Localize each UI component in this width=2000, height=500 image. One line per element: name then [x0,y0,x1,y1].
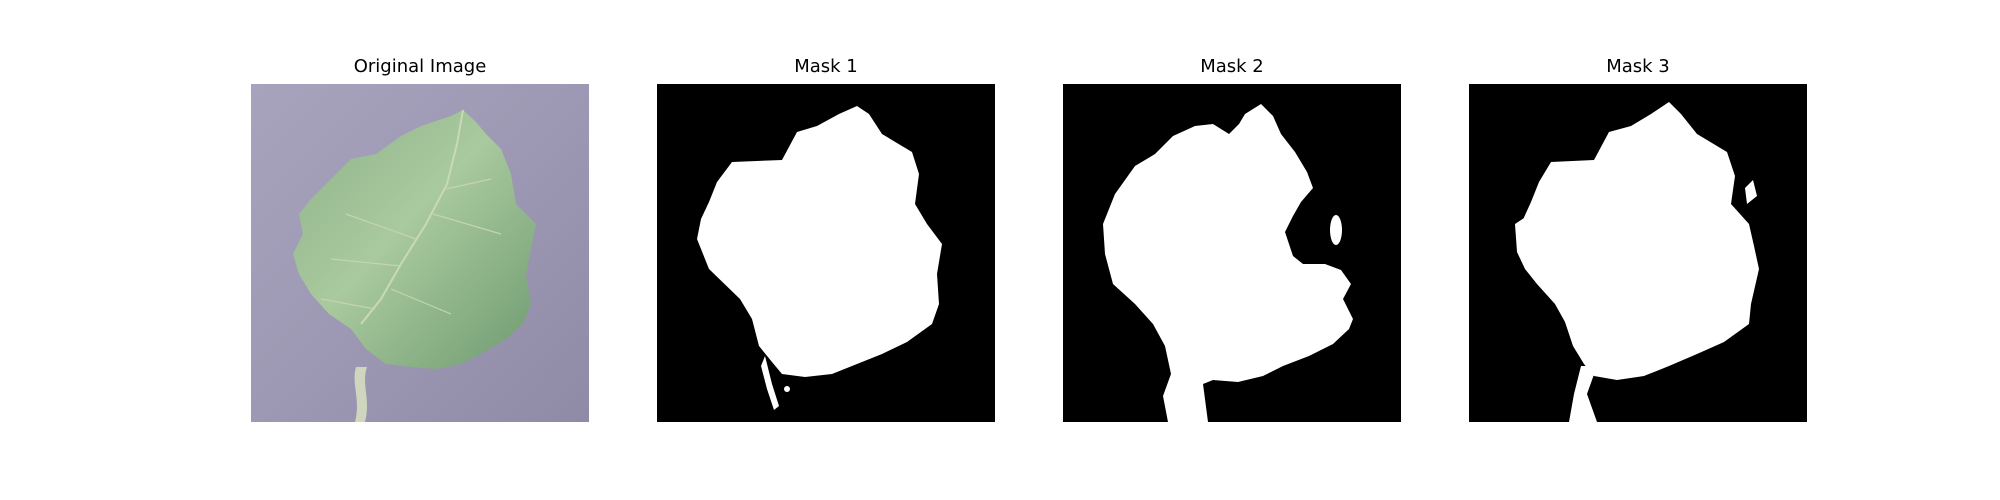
original-leaf-image [251,84,589,422]
mask-3-image [1469,84,1807,422]
leaf-veins [320,178,502,315]
mask-fragment [1745,180,1757,204]
panel-mask-1: Mask 1 [657,55,995,425]
mask-fragment [1515,216,1535,252]
panel-original-image: Original Image [251,55,589,425]
leaf-blade [293,110,536,369]
mask-1-image [657,84,995,422]
mask-speck [784,386,790,392]
leaf-midrib [360,109,464,325]
panel-title: Mask 1 [794,56,858,77]
mask-stem-fragment [1569,366,1597,422]
mask-speck [1739,260,1743,264]
leaf-stem [354,367,367,422]
mask-stem-fragment [761,356,779,410]
mask-region [1103,104,1353,422]
panel-mask-3: Mask 3 [1469,55,1807,425]
panel-title: Mask 3 [1606,56,1670,77]
panel-title: Mask 2 [1200,56,1264,77]
panel-mask-2: Mask 2 [1063,55,1401,425]
panel-title: Original Image [353,56,487,77]
mask-fragment [1330,215,1342,245]
mask-2-image [1063,84,1401,422]
mask-speck [1683,239,1685,249]
mask-region [1517,102,1759,380]
mask-region [697,106,942,377]
